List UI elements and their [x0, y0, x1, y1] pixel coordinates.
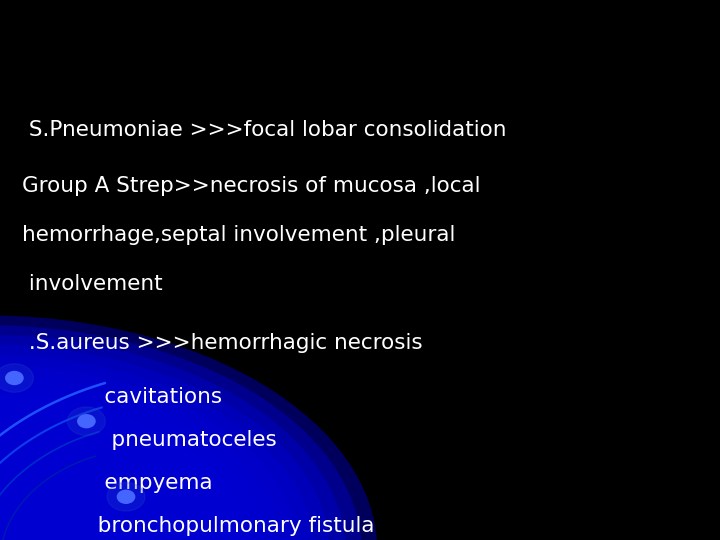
- Ellipse shape: [0, 335, 346, 540]
- Ellipse shape: [0, 345, 330, 540]
- Ellipse shape: [0, 393, 251, 540]
- Text: bronchopulmonary fistula: bronchopulmonary fistula: [22, 516, 374, 537]
- Ellipse shape: [0, 315, 377, 540]
- Circle shape: [117, 490, 135, 503]
- Circle shape: [68, 407, 105, 435]
- Ellipse shape: [0, 354, 314, 540]
- Ellipse shape: [0, 325, 361, 540]
- Ellipse shape: [0, 403, 235, 540]
- Text: cavitations: cavitations: [22, 387, 222, 407]
- Circle shape: [78, 415, 95, 428]
- Text: pneumatoceles: pneumatoceles: [22, 430, 276, 450]
- Ellipse shape: [0, 413, 219, 540]
- Ellipse shape: [0, 383, 266, 540]
- Text: Group A Strep>>necrosis of mucosa ,local: Group A Strep>>necrosis of mucosa ,local: [22, 176, 480, 197]
- Text: empyema: empyema: [22, 473, 212, 494]
- Text: S.Pneumoniae >>>focal lobar consolidation: S.Pneumoniae >>>focal lobar consolidatio…: [22, 119, 506, 140]
- Circle shape: [6, 372, 23, 384]
- Text: involvement: involvement: [22, 273, 162, 294]
- Text: .S.aureus >>>hemorrhagic necrosis: .S.aureus >>>hemorrhagic necrosis: [22, 333, 422, 353]
- Text: hemorrhage,septal involvement ,pleural: hemorrhage,septal involvement ,pleural: [22, 225, 455, 245]
- Ellipse shape: [0, 374, 282, 540]
- Circle shape: [107, 483, 145, 511]
- Circle shape: [0, 364, 33, 392]
- Ellipse shape: [0, 364, 298, 540]
